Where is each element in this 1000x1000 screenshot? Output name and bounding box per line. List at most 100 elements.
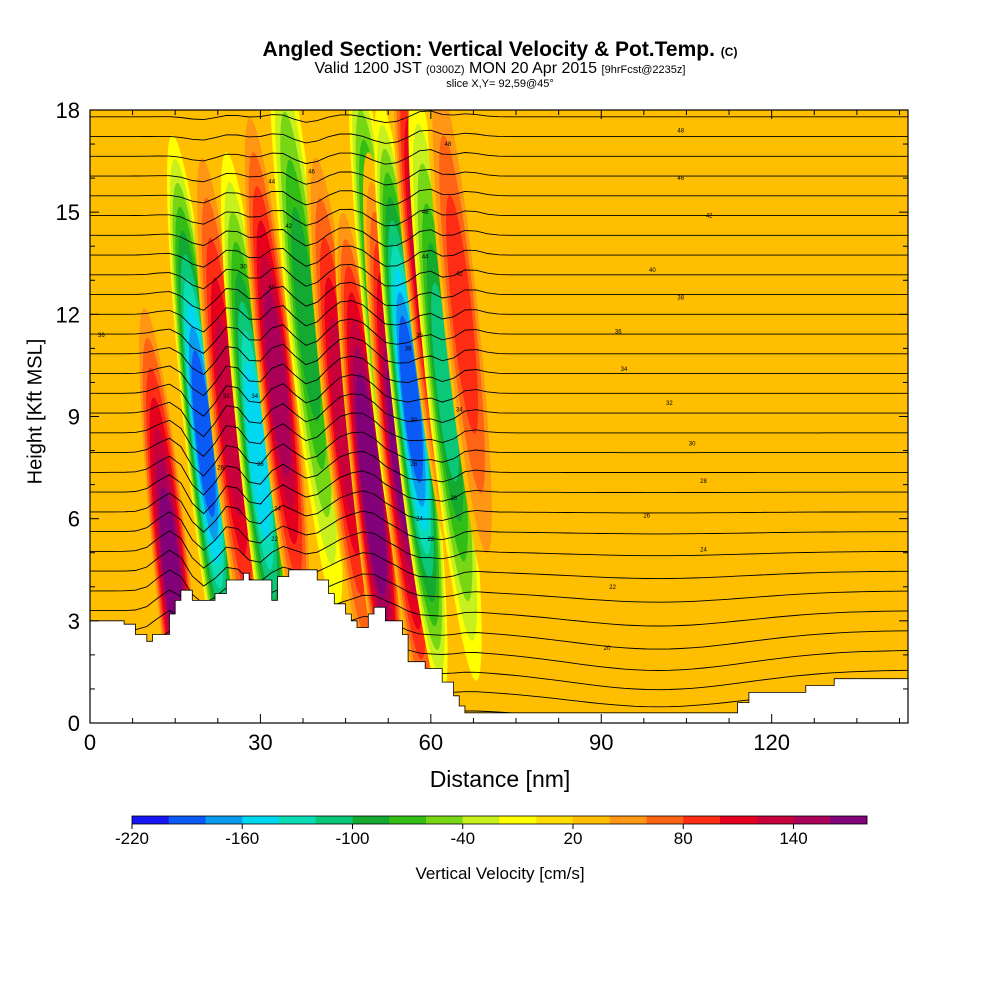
isentrope-label: 20 [604, 646, 611, 652]
colorbar-swatch [573, 816, 611, 824]
isentrope-label: 40 [268, 285, 275, 291]
isentrope-line [90, 470, 908, 515]
isentrope-line [90, 393, 908, 438]
forecast-info: [9hrFcst@2235z] [601, 64, 686, 76]
x-tick-label: 30 [248, 730, 272, 755]
colorbar-swatch [499, 816, 537, 824]
y-tick-label: 3 [68, 609, 80, 634]
isentrope-line [90, 336, 908, 376]
y-tick-label: 15 [56, 200, 80, 225]
valid-date: MON 20 Apr 2015 [469, 60, 598, 77]
colorbar-swatch [352, 816, 390, 824]
colorbar-swatch [132, 816, 170, 824]
chart-title: Angled Section: Vertical Velocity & Pot.… [0, 38, 1000, 62]
velocity-band [329, 317, 357, 516]
isentrope-line [90, 208, 908, 227]
isentrope-label: 28 [217, 466, 224, 472]
isentrope-label: 48 [677, 128, 684, 134]
colorbar-tick-label: 140 [779, 829, 807, 848]
isentrope-label: 46 [422, 210, 429, 216]
colorbar-swatch [609, 816, 647, 824]
velocity-band [398, 315, 423, 484]
isentrope-label: 30 [240, 265, 247, 271]
isentrope-label: 34 [621, 367, 628, 373]
isentrope-label: 38 [405, 346, 412, 352]
colorbar-swatch [315, 816, 353, 824]
isentrope-line [90, 412, 908, 458]
colorbar-tick-label: 20 [564, 829, 583, 848]
isentrope-label: 22 [427, 537, 434, 543]
colorbar-tick-label: 80 [674, 829, 693, 848]
isentrope-line [90, 549, 908, 587]
colorbar-swatch [168, 816, 206, 824]
chart-title-main: Angled Section: Vertical Velocity & Pot.… [262, 38, 715, 61]
isentrope-line [90, 92, 908, 102]
colorbar-label: Vertical Velocity [cm/s] [415, 864, 585, 883]
y-tick-label: 12 [56, 302, 80, 327]
x-axis-label: Distance [nm] [429, 766, 571, 792]
velocity-band [431, 282, 459, 482]
isentrope-label: 42 [706, 214, 713, 220]
isentrope-line [90, 129, 908, 144]
isentrope-label: 26 [643, 513, 650, 519]
isentrope-line [90, 188, 908, 207]
isentrope-label: 26 [257, 462, 264, 468]
isentrope-label: 38 [677, 295, 684, 301]
isentrope-line [90, 300, 908, 333]
isentrope-label: 22 [609, 585, 616, 591]
colorbar-swatch [426, 816, 464, 824]
x-tick-label: 120 [753, 730, 790, 755]
isentrope-label: 32 [666, 401, 673, 407]
isentrope-label: 22 [271, 537, 278, 543]
colorbar-swatch [793, 816, 831, 824]
terrain-mask [89, 569, 909, 724]
y-tick-label: 0 [68, 711, 80, 736]
slice-info: slice X,Y= 92,59@45° [446, 78, 554, 90]
colorbar-swatch [646, 816, 684, 824]
colorbar-tick-label: -40 [450, 829, 475, 848]
isentrope-label: 34 [251, 394, 258, 400]
valid-time: Valid 1200 JST [314, 60, 422, 77]
isentrope-label: 44 [422, 254, 429, 260]
isentrope-label: 46 [677, 176, 684, 182]
y-tick-label: 9 [68, 405, 80, 430]
colorbar-swatch [830, 816, 868, 824]
isentrope-label: 24 [274, 506, 281, 512]
isentrope-line [90, 227, 908, 247]
isentrope-line [90, 263, 908, 290]
colorbar: -220 -160 -100 -40 20 80 140 [115, 815, 868, 848]
isentrope-label: 48 [445, 142, 452, 148]
isentrope-label: 34 [456, 408, 463, 414]
isentrope-label: 24 [416, 517, 423, 523]
isentrope-label: 24 [700, 547, 707, 553]
colorbar-swatch [242, 816, 280, 824]
velocity-band [264, 288, 291, 477]
isentrope-line [90, 355, 908, 397]
isentrope-line [90, 431, 908, 477]
y-tick-label: 6 [68, 507, 80, 532]
isentrope-line [90, 318, 908, 354]
velocity-band [244, 361, 271, 541]
isentrope-label: 40 [649, 268, 656, 274]
valid-utc: (0300Z) [426, 64, 465, 76]
isentrope-line [90, 149, 908, 165]
velocity-band [215, 317, 243, 516]
x-tick-label: 60 [419, 730, 443, 755]
velocity-band [358, 398, 384, 571]
isentrope-label: 32 [223, 394, 230, 400]
isentrope-label: 30 [689, 442, 696, 448]
isentrope-label: 44 [268, 180, 275, 186]
isentrope-label: 28 [700, 479, 707, 485]
isentrope-label: 28 [410, 462, 417, 468]
colorbar-tick-label: -100 [335, 829, 369, 848]
isentrope-line [90, 168, 908, 186]
x-tick-label: 0 [84, 730, 96, 755]
colorbar-swatch [683, 816, 721, 824]
colorbar-frame [131, 815, 868, 825]
isentrope-label: 36 [416, 333, 423, 339]
colorbar-swatch [205, 816, 243, 824]
isentrope-line [90, 510, 908, 551]
colorbar-swatch [279, 816, 317, 824]
